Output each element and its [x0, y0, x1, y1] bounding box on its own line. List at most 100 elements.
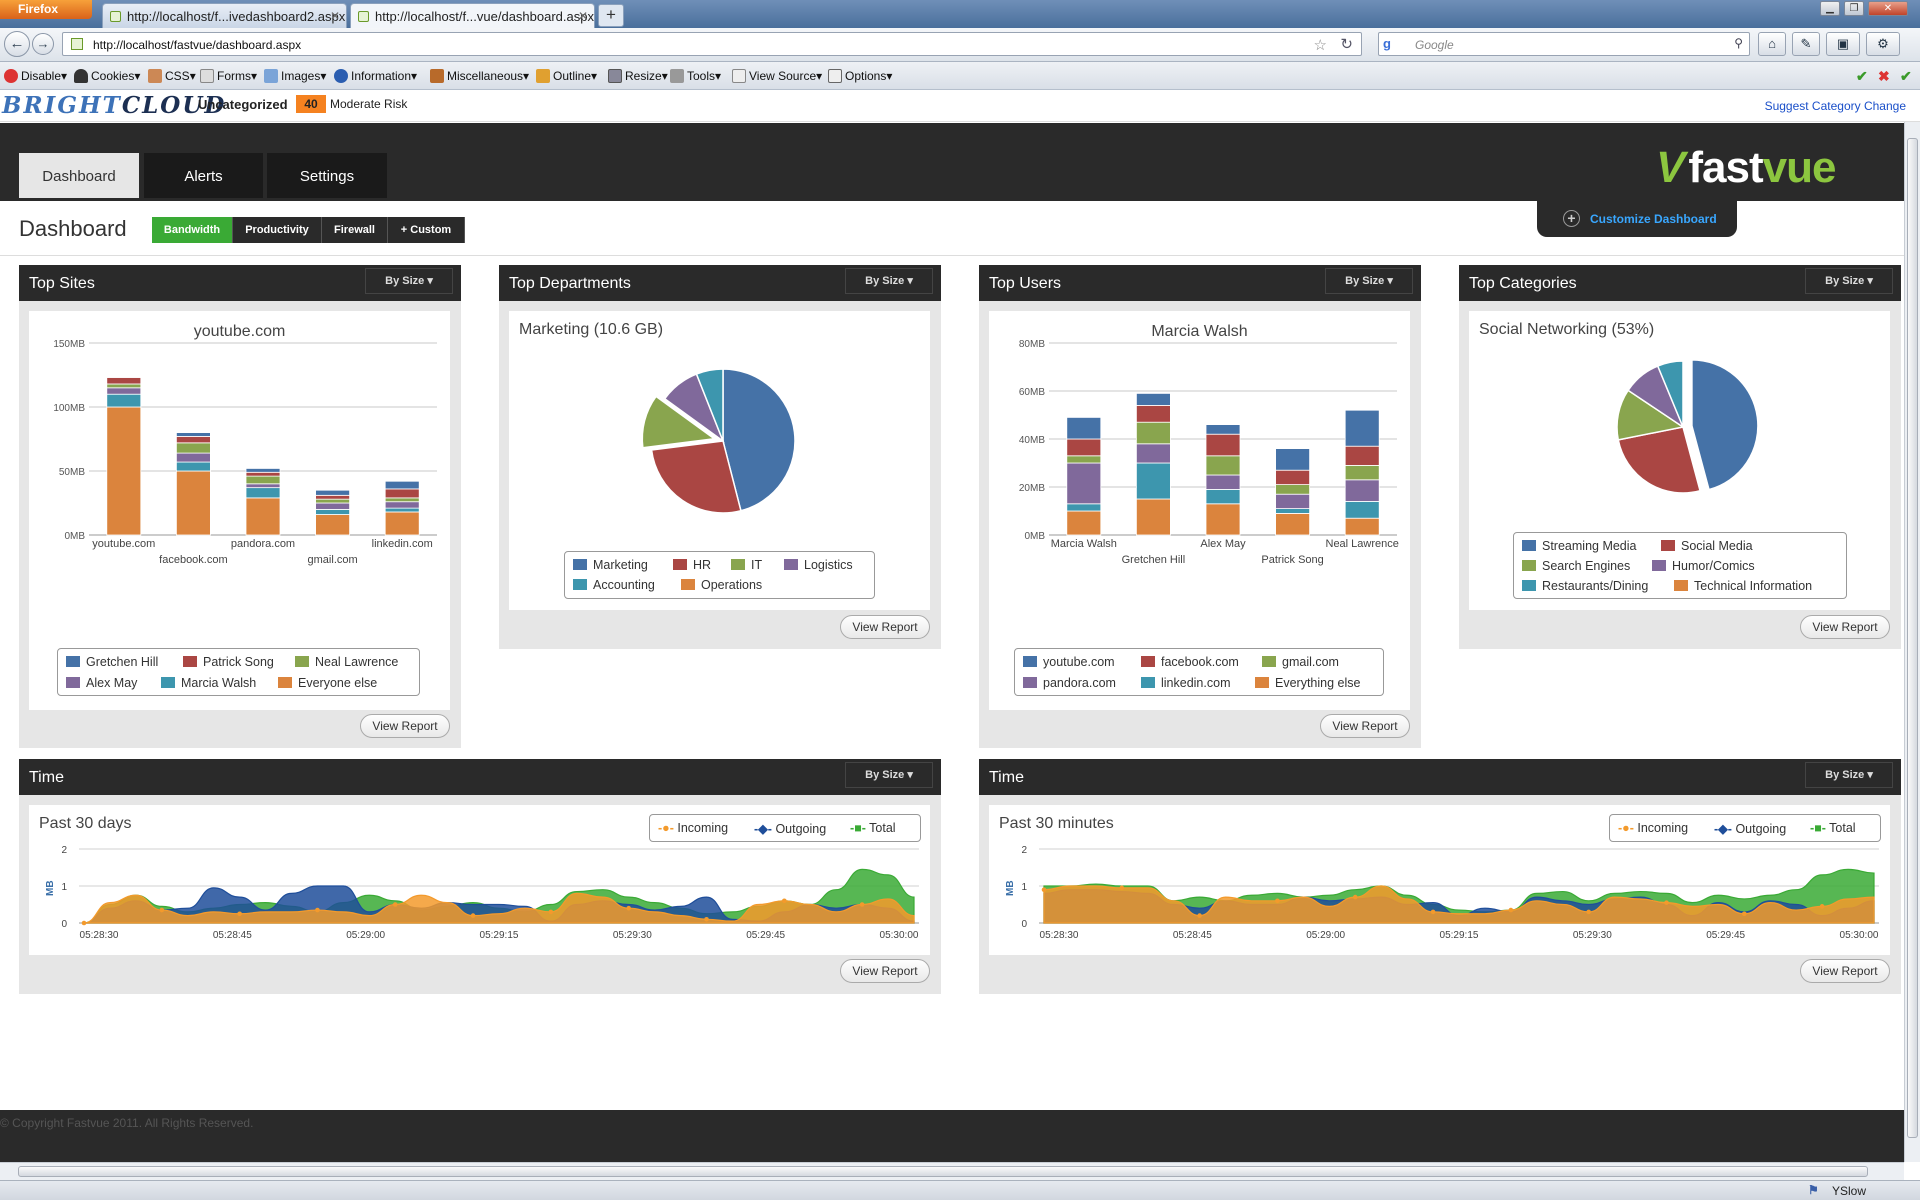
address-bar[interactable]: http://localhost/fastvue/dashboard.aspx …: [62, 32, 1362, 56]
forward-arrow-icon[interactable]: →: [32, 33, 54, 55]
suggest-category-link[interactable]: Suggest Category Change: [1764, 99, 1906, 113]
wd-cookies[interactable]: Cookies▾: [74, 69, 140, 83]
panel-time-minutes: Time By Size ▾ Past 30 minutes -●- Incom…: [979, 759, 1901, 994]
time-days-area-chart: 2 1 0 MB 05:28:30 05:28:45 05:29:00 05:29:15 05:…: [45, 845, 919, 941]
wd-information[interactable]: Information▾: [334, 69, 417, 83]
validation-error-icon[interactable]: ✖: [1878, 68, 1890, 84]
screenshot-icon[interactable]: ▣: [1826, 32, 1860, 56]
wd-images[interactable]: Images▾: [264, 69, 326, 83]
wd-tools[interactable]: Tools▾: [670, 69, 721, 83]
customize-dashboard-button[interactable]: + Customize Dashboard: [1537, 201, 1737, 237]
tools-icon[interactable]: ⚙: [1866, 32, 1900, 56]
legend-item[interactable]: Everything else: [1255, 676, 1360, 690]
legend-item[interactable]: HR: [673, 558, 711, 572]
legend-item[interactable]: Search Engines: [1522, 559, 1630, 573]
wd-view-source[interactable]: View Source▾: [732, 69, 822, 83]
legend-item[interactable]: -●- Incoming: [658, 821, 729, 835]
search-placeholder: Google: [1415, 38, 1454, 52]
wd-miscellaneous[interactable]: Miscellaneous▾: [430, 69, 529, 83]
filter-custom[interactable]: + Custom: [388, 217, 465, 243]
legend-item[interactable]: Marcia Walsh: [161, 676, 256, 690]
close-window-icon[interactable]: ✕: [1868, 1, 1908, 16]
validation-ok-icon[interactable]: ✔: [1900, 68, 1912, 84]
legend-item[interactable]: Technical Information: [1674, 579, 1812, 593]
legend-item[interactable]: linkedin.com: [1141, 676, 1230, 690]
home-icon[interactable]: ⌂: [1758, 32, 1786, 56]
minimize-icon[interactable]: ▁: [1820, 1, 1840, 16]
sort-by-size-dropdown[interactable]: By Size ▾: [1805, 762, 1893, 788]
close-tab-icon[interactable]: ✕: [329, 9, 340, 23]
sort-by-size-dropdown[interactable]: By Size ▾: [845, 268, 933, 294]
legend-item[interactable]: Marketing: [573, 558, 648, 572]
legend-item[interactable]: -●- Incoming: [1618, 821, 1689, 835]
legend-item[interactable]: -◆- Outgoing: [1714, 822, 1787, 836]
legend-item[interactable]: Alex May: [66, 676, 137, 690]
legend-item[interactable]: pandora.com: [1023, 676, 1116, 690]
yslow-icon[interactable]: ⚑: [1808, 1183, 1819, 1197]
wd-resize[interactable]: Resize▾: [608, 69, 668, 83]
legend-item[interactable]: IT: [731, 558, 762, 572]
scroll-thumb[interactable]: [1907, 138, 1918, 1138]
sort-by-size-dropdown[interactable]: By Size ▾: [1805, 268, 1893, 294]
legend-item[interactable]: Accounting: [573, 578, 655, 592]
evernote-icon[interactable]: ✎: [1792, 32, 1820, 56]
data-point: [1352, 894, 1358, 900]
scroll-thumb[interactable]: [18, 1166, 1868, 1177]
legend-item[interactable]: Streaming Media: [1522, 539, 1637, 553]
view-report-button[interactable]: View Report: [840, 959, 930, 983]
bar-segment: [175, 442, 211, 454]
sort-by-size-dropdown[interactable]: By Size ▾: [1325, 268, 1413, 294]
legend-item[interactable]: Everyone else: [278, 676, 377, 690]
wd-outline[interactable]: Outline▾: [536, 69, 597, 83]
pie-slice: [1656, 360, 1684, 428]
wd-css[interactable]: CSS▾: [148, 69, 196, 83]
legend-item[interactable]: youtube.com: [1023, 655, 1115, 669]
maximize-icon[interactable]: ❐: [1844, 1, 1864, 16]
view-report-button[interactable]: View Report: [1800, 959, 1890, 983]
legend-item[interactable]: -■- Total: [850, 821, 896, 835]
sort-by-size-dropdown[interactable]: By Size ▾: [365, 268, 453, 294]
bar-segment: [384, 488, 420, 499]
legend-item[interactable]: gmail.com: [1262, 655, 1339, 669]
filter-productivity[interactable]: Productivity: [233, 217, 322, 243]
vertical-scrollbar[interactable]: [1904, 122, 1920, 1162]
bookmark-star-icon[interactable]: ☆: [1313, 37, 1327, 54]
view-report-button[interactable]: View Report: [840, 615, 930, 639]
legend-item[interactable]: facebook.com: [1141, 655, 1239, 669]
wd-forms[interactable]: Forms▾: [200, 69, 257, 83]
horizontal-scrollbar[interactable]: [0, 1162, 1904, 1180]
legend-item[interactable]: Patrick Song: [183, 655, 274, 669]
reload-icon[interactable]: ↻: [1340, 36, 1353, 53]
legend-item[interactable]: Logistics: [784, 558, 853, 572]
search-input[interactable]: g Google ⚲: [1378, 32, 1750, 56]
legend-item[interactable]: -◆- Outgoing: [754, 822, 827, 836]
tab-dashboard[interactable]: Dashboard: [19, 153, 139, 198]
legend-item[interactable]: Social Media: [1661, 539, 1753, 553]
browser-tab-1[interactable]: http://localhost/f...ivedashboard2.aspx …: [102, 3, 347, 28]
yslow-label[interactable]: YSlow: [1832, 1184, 1867, 1198]
tab-settings[interactable]: Settings: [267, 153, 387, 198]
sort-by-size-dropdown[interactable]: By Size ▾: [845, 762, 933, 788]
browser-tab-2[interactable]: http://localhost/f...vue/dashboard.aspx …: [350, 3, 595, 28]
legend-item[interactable]: Restaurants/Dining: [1522, 579, 1648, 593]
filter-bandwidth[interactable]: Bandwidth: [152, 217, 233, 243]
filter-firewall[interactable]: Firewall: [322, 217, 388, 243]
new-tab-button[interactable]: +: [598, 4, 624, 27]
legend-item[interactable]: Gretchen Hill: [66, 655, 158, 669]
legend-item[interactable]: Humor/Comics: [1652, 559, 1755, 573]
back-arrow-icon[interactable]: ←: [4, 31, 30, 57]
search-icon[interactable]: ⚲: [1734, 36, 1743, 50]
legend-item[interactable]: Operations: [681, 578, 762, 592]
google-icon[interactable]: g: [1383, 36, 1391, 51]
view-report-button[interactable]: View Report: [1320, 714, 1410, 738]
wd-options[interactable]: Options▾: [828, 69, 892, 83]
legend-item[interactable]: Neal Lawrence: [295, 655, 398, 669]
firefox-menu-button[interactable]: Firefox: [0, 0, 92, 19]
view-report-button[interactable]: View Report: [360, 714, 450, 738]
validation-ok-icon[interactable]: ✔: [1856, 68, 1868, 84]
wd-disable[interactable]: Disable▾: [4, 69, 67, 83]
close-tab-icon[interactable]: ✕: [577, 9, 588, 23]
tab-alerts[interactable]: Alerts: [144, 153, 263, 198]
view-report-button[interactable]: View Report: [1800, 615, 1890, 639]
legend-item[interactable]: -■- Total: [1810, 821, 1856, 835]
